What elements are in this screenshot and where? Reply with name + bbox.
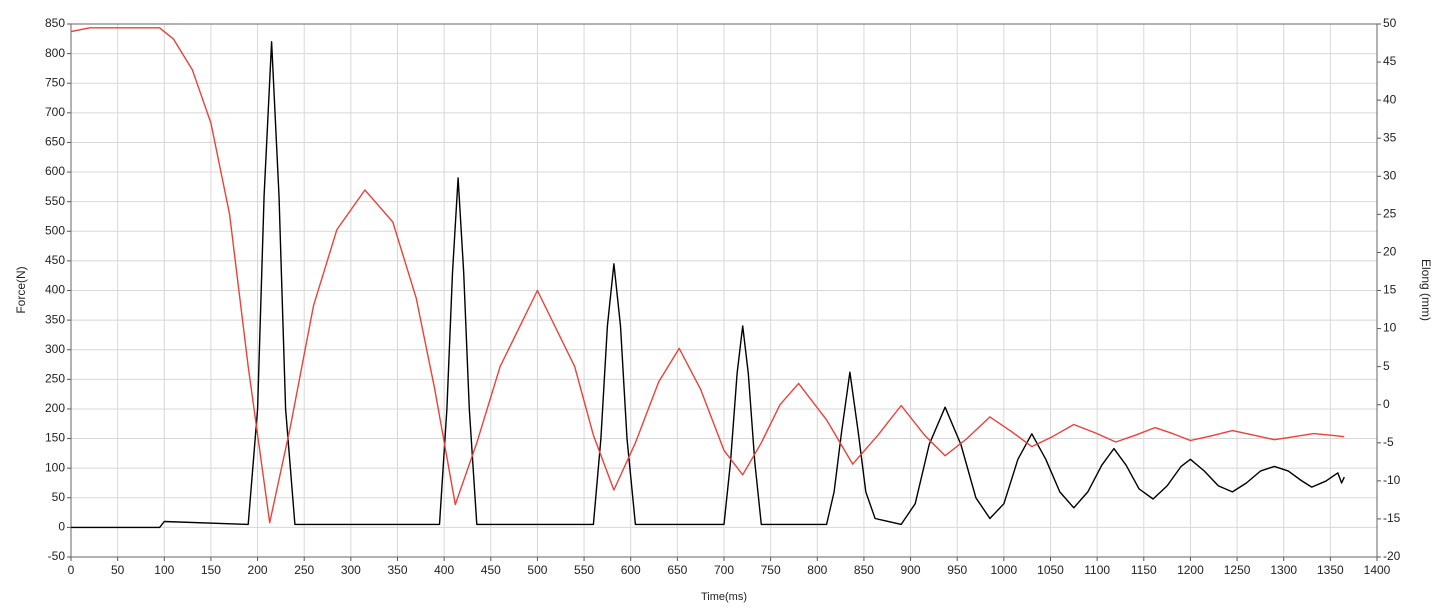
x-tick-label: 650 [667,563,687,577]
x-tick-label: 500 [527,563,547,577]
x-tick-label: 150 [201,563,221,577]
y-tick-label: 800 [45,46,65,60]
x-tick-label: 900 [901,563,921,577]
y-tick-label: 0 [58,520,65,534]
y-tick-label: 150 [45,431,65,445]
y2-tick-label: -10 [1383,473,1401,487]
x-tick-label: 250 [294,563,314,577]
x-tick-label: 200 [248,563,268,577]
x-tick-label: 1250 [1224,563,1251,577]
y2-tick-label: 10 [1383,321,1397,335]
y-tick-label: 300 [45,342,65,356]
y-tick-label: 450 [45,253,65,267]
x-tick-label: 1100 [1084,563,1110,577]
plot-border [70,23,1378,558]
x-tick-label: 450 [481,563,501,577]
y2-tick-label: -20 [1383,549,1401,563]
x-tick-label: 1050 [1037,563,1064,577]
x-tick-label: 950 [947,563,967,577]
x-tick-label: 100 [154,563,174,577]
x-tick-label: 1150 [1131,563,1157,577]
series-line [70,27,1345,524]
y2-tick-label: 50 [1383,16,1397,30]
x-tick-label: 850 [854,563,874,577]
y-tick-label: 550 [45,194,65,208]
y-tick-label: 250 [45,372,65,386]
y2-tick-label: 20 [1383,245,1397,259]
x-tick-label: 350 [387,563,407,577]
x-tick-label: 600 [621,563,641,577]
y2-tick-label: 40 [1383,92,1397,106]
x-axis-label: Time(ms) [701,591,747,603]
y-tick-label: -50 [48,549,66,563]
y-tick-label: 200 [45,401,65,415]
x-tick-label: 0 [68,563,75,577]
x-tick-label: 1300 [1270,563,1297,577]
y2-tick-label: 15 [1383,283,1397,297]
series-line [71,41,1345,529]
x-tick-label: 400 [434,563,454,577]
x-tick-label: 1000 [991,563,1018,577]
y-tick-label: 50 [52,490,66,504]
y2-tick-label: 0 [1383,397,1390,411]
x-tick-label: 1200 [1177,563,1204,577]
y-tick-label: 750 [45,75,65,89]
x-tick-label: 1400 [1364,563,1391,577]
y-tick-label: 350 [45,312,65,326]
y2-axis-label: Elong (mm) [1419,259,1433,321]
x-tick-label: 1350 [1317,563,1344,577]
x-tick-label: 550 [574,563,594,577]
y2-tick-label: 35 [1383,130,1397,144]
y2-tick-label: 25 [1383,207,1397,221]
y2-tick-label: 30 [1383,168,1397,182]
y2-tick-label: -5 [1383,435,1394,449]
y-tick-label: 100 [45,460,65,474]
x-tick-label: 800 [807,563,827,577]
x-tick-label: 750 [761,563,781,577]
y2-tick-label: 5 [1383,359,1390,373]
y-tick-label: 850 [45,16,65,30]
y-tick-label: 600 [45,164,65,178]
y-axis-label: Force(N) [14,266,28,313]
y2-tick-label: 45 [1383,54,1397,68]
y2-tick-label: -15 [1383,511,1401,525]
x-tick-label: 50 [111,563,125,577]
x-tick-label: 700 [714,563,734,577]
y-tick-label: 650 [45,135,65,149]
y-tick-label: 500 [45,223,65,237]
x-tick-label: 300 [341,563,361,577]
y-tick-label: 700 [45,105,65,119]
y-tick-label: 400 [45,283,65,297]
